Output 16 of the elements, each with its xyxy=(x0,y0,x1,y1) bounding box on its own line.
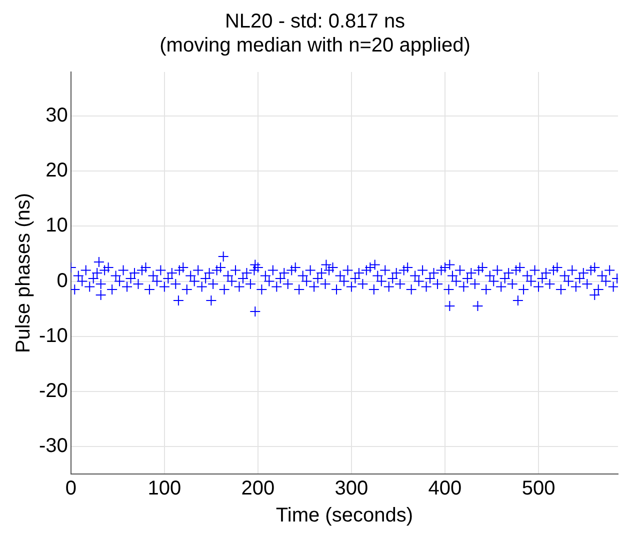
y-tick-label: -10 xyxy=(39,324,68,347)
x-tick-label: 200 xyxy=(241,478,275,500)
y-axis-title: Pulse phases (ns) xyxy=(12,192,35,354)
x-tick-label: 100 xyxy=(148,478,182,500)
chart-title: NL20 - std: 0.817 ns xyxy=(224,10,406,33)
x-tick-label: 300 xyxy=(334,478,368,500)
y-tick-label: -20 xyxy=(39,380,68,402)
x-tick-label: 400 xyxy=(428,478,462,500)
y-tick-label: 0 xyxy=(56,270,68,292)
chart-subtitle: (moving median with n=20 applied) xyxy=(160,34,470,57)
y-tick-label: -30 xyxy=(39,434,68,457)
x-tick-label: 500 xyxy=(522,478,556,500)
y-tick-label: 10 xyxy=(46,214,68,237)
y-tick-label: 30 xyxy=(46,104,68,127)
x-axis-title: Time (seconds) xyxy=(276,504,413,527)
y-tick-label: 20 xyxy=(46,160,68,182)
